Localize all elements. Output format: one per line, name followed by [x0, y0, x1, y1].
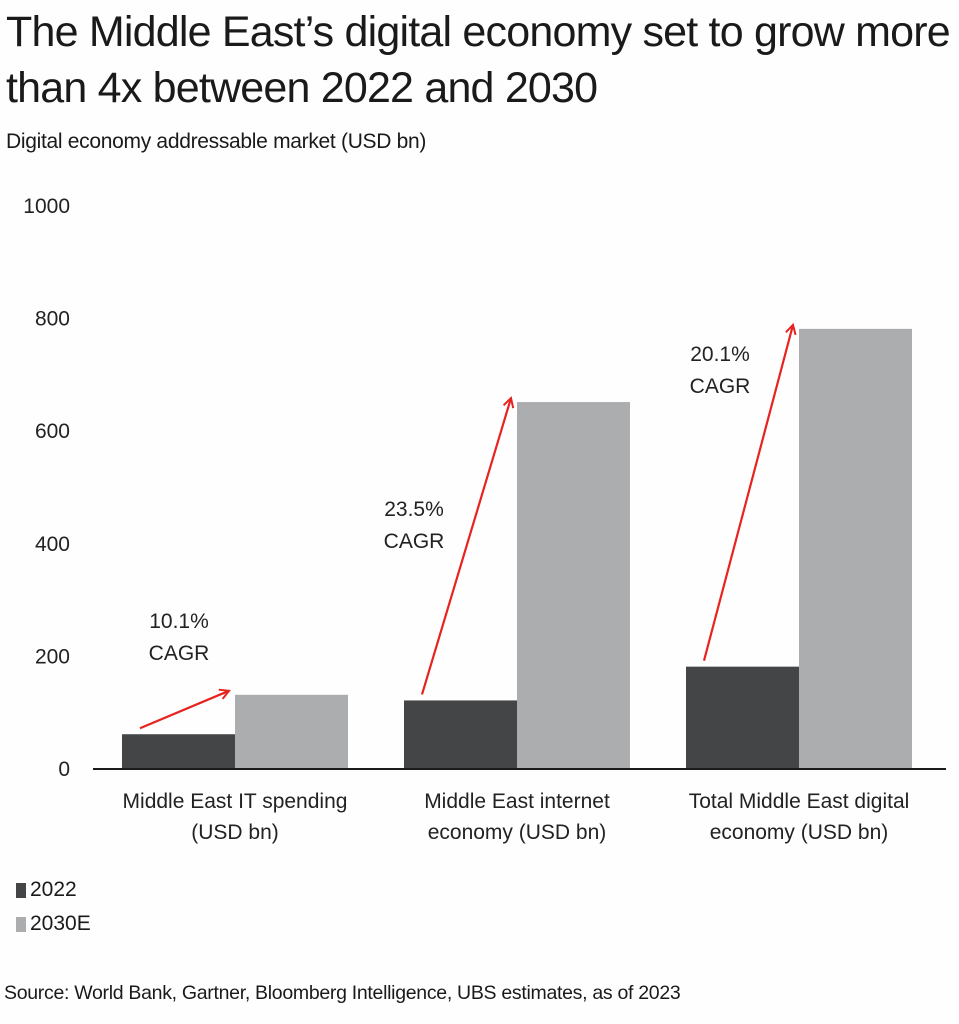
legend-item-2030e: 2030E — [16, 912, 91, 936]
x-category-label: (USD bn) — [191, 821, 279, 844]
cagr-label: 10.1% — [149, 610, 209, 633]
y-tick-label: 1000 — [23, 195, 70, 218]
legend-item-2022: 2022 — [16, 878, 77, 902]
y-tick-label: 200 — [35, 645, 70, 668]
legend-label-2030e: 2030E — [30, 912, 91, 935]
legend-swatch-2030e — [16, 916, 26, 932]
chart-title: The Middle East’s digital economy set to… — [6, 8, 951, 112]
bar-2030e-3 — [799, 328, 912, 768]
cagr-label: 23.5% — [384, 498, 444, 521]
bar-2022-2 — [404, 700, 517, 768]
source-note: Source: World Bank, Gartner, Bloomberg I… — [4, 982, 681, 1004]
y-tick-label: 600 — [35, 420, 70, 443]
cagr-arrow — [139, 691, 229, 730]
bar-2022-1 — [122, 734, 235, 768]
x-category-label: Middle East internet — [424, 790, 610, 813]
x-category-label: Middle East IT spending — [123, 790, 348, 813]
cagr-label: CAGR — [149, 642, 210, 665]
cagr-arrow — [420, 398, 511, 695]
cagr-arrow — [702, 325, 793, 661]
cagr-label: 20.1% — [690, 343, 750, 366]
y-tick-label: 400 — [35, 533, 70, 556]
cagr-label: CAGR — [690, 375, 751, 398]
x-category-label: economy (USD bn) — [710, 821, 889, 844]
x-category-label: Total Middle East digital — [689, 790, 910, 813]
cagr-label: CAGR — [384, 530, 445, 553]
y-tick-label: 800 — [35, 308, 70, 331]
chart-subtitle: Digital economy addressable market (USD … — [6, 130, 427, 153]
legend-label-2022: 2022 — [30, 878, 77, 901]
bar-2030e-2 — [517, 402, 630, 768]
y-tick-label: 0 — [58, 758, 70, 781]
x-category-label: economy (USD bn) — [428, 821, 607, 844]
bar-2030e-1 — [235, 694, 348, 768]
bar-2022-3 — [686, 666, 799, 768]
legend-swatch-2022 — [16, 882, 26, 898]
